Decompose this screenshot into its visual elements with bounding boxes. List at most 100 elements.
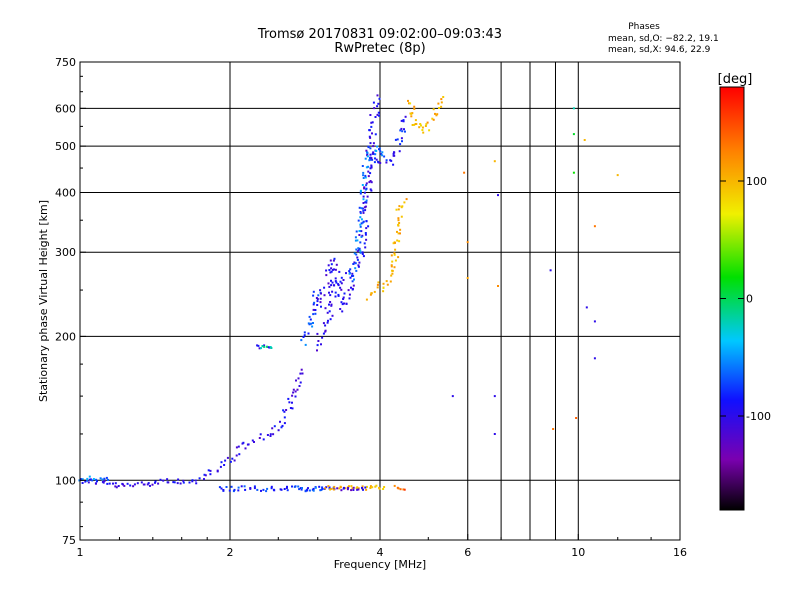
data-point <box>374 485 377 488</box>
data-point <box>279 420 281 423</box>
data-point <box>372 101 375 104</box>
data-point <box>372 142 375 145</box>
data-point <box>256 344 259 347</box>
data-point <box>296 388 299 391</box>
data-point <box>399 129 402 132</box>
data-point <box>410 112 413 115</box>
data-point <box>301 487 303 489</box>
data-point <box>367 175 370 178</box>
data-point <box>362 488 364 491</box>
data-point <box>391 260 394 263</box>
data-point <box>81 478 84 481</box>
data-point <box>413 105 416 108</box>
data-point <box>353 261 356 264</box>
data-point <box>298 385 301 387</box>
data-point <box>352 274 355 277</box>
data-point <box>356 258 359 261</box>
colorbar-unit-label: [deg] <box>718 72 753 87</box>
data-point <box>329 259 332 262</box>
data-point <box>351 280 354 283</box>
data-point <box>333 485 336 488</box>
data-point <box>364 246 367 249</box>
data-point <box>411 124 414 126</box>
data-point <box>316 304 319 306</box>
data-point <box>151 483 154 486</box>
data-point <box>328 486 331 489</box>
data-point <box>350 489 353 492</box>
data-point <box>413 107 416 110</box>
data-point <box>409 102 412 105</box>
data-point <box>176 482 179 485</box>
data-point <box>219 465 222 468</box>
data-point <box>329 318 332 321</box>
data-point <box>367 146 370 149</box>
data-point <box>373 107 376 110</box>
data-point <box>339 486 342 489</box>
data-point <box>371 486 374 489</box>
data-point <box>400 127 403 130</box>
data-point <box>382 286 385 289</box>
data-point <box>400 215 403 218</box>
data-point <box>341 303 344 306</box>
data-point <box>327 282 330 285</box>
data-point <box>398 222 401 224</box>
grid-lines <box>80 62 680 540</box>
data-point <box>348 272 351 275</box>
data-point <box>572 133 575 136</box>
data-point <box>86 477 89 480</box>
data-point <box>369 485 372 488</box>
data-point <box>132 485 135 488</box>
data-point <box>349 276 352 279</box>
data-point <box>333 268 335 271</box>
data-point <box>369 114 372 116</box>
data-point <box>229 460 232 463</box>
data-point <box>392 242 395 245</box>
data-point <box>383 486 386 488</box>
data-point <box>360 218 363 221</box>
data-point <box>359 192 362 195</box>
data-point <box>345 272 347 275</box>
y-tick-label: 100 <box>55 474 76 487</box>
data-point <box>316 300 319 303</box>
data-point <box>593 320 596 323</box>
data-point <box>331 281 334 284</box>
data-point <box>397 208 400 211</box>
data-point <box>340 301 343 304</box>
data-point <box>306 488 309 491</box>
data-point <box>354 236 357 239</box>
data-point <box>312 303 315 306</box>
data-point <box>362 255 365 258</box>
data-point <box>347 486 350 489</box>
data-point <box>307 487 309 490</box>
chart-title: Tromsø 20170831 09:02:00–09:03:43 <box>257 27 503 42</box>
data-point <box>317 294 320 297</box>
data-point <box>316 349 318 352</box>
data-point <box>313 301 316 304</box>
data-point <box>343 292 346 295</box>
data-point <box>353 278 355 281</box>
data-point <box>440 105 443 108</box>
data-point <box>361 251 364 254</box>
data-point <box>357 247 360 250</box>
data-point <box>397 256 400 259</box>
data-point <box>136 482 139 485</box>
axis-ticks: 1 2 4 6 10 16 75 100 200 300 400 500 600 750 <box>55 56 687 559</box>
data-point <box>390 159 393 162</box>
data-point <box>398 240 401 243</box>
data-point <box>122 483 124 486</box>
data-point <box>382 488 385 490</box>
data-point <box>106 482 109 485</box>
data-point <box>381 151 384 154</box>
data-point <box>376 286 379 289</box>
data-point <box>355 230 358 233</box>
data-point <box>311 325 314 328</box>
data-point <box>195 482 198 485</box>
data-point <box>385 161 388 164</box>
data-point <box>354 239 357 242</box>
data-point <box>143 483 146 486</box>
data-point <box>263 345 266 348</box>
data-point <box>370 125 373 128</box>
data-point <box>393 151 396 154</box>
data-point <box>355 253 358 256</box>
